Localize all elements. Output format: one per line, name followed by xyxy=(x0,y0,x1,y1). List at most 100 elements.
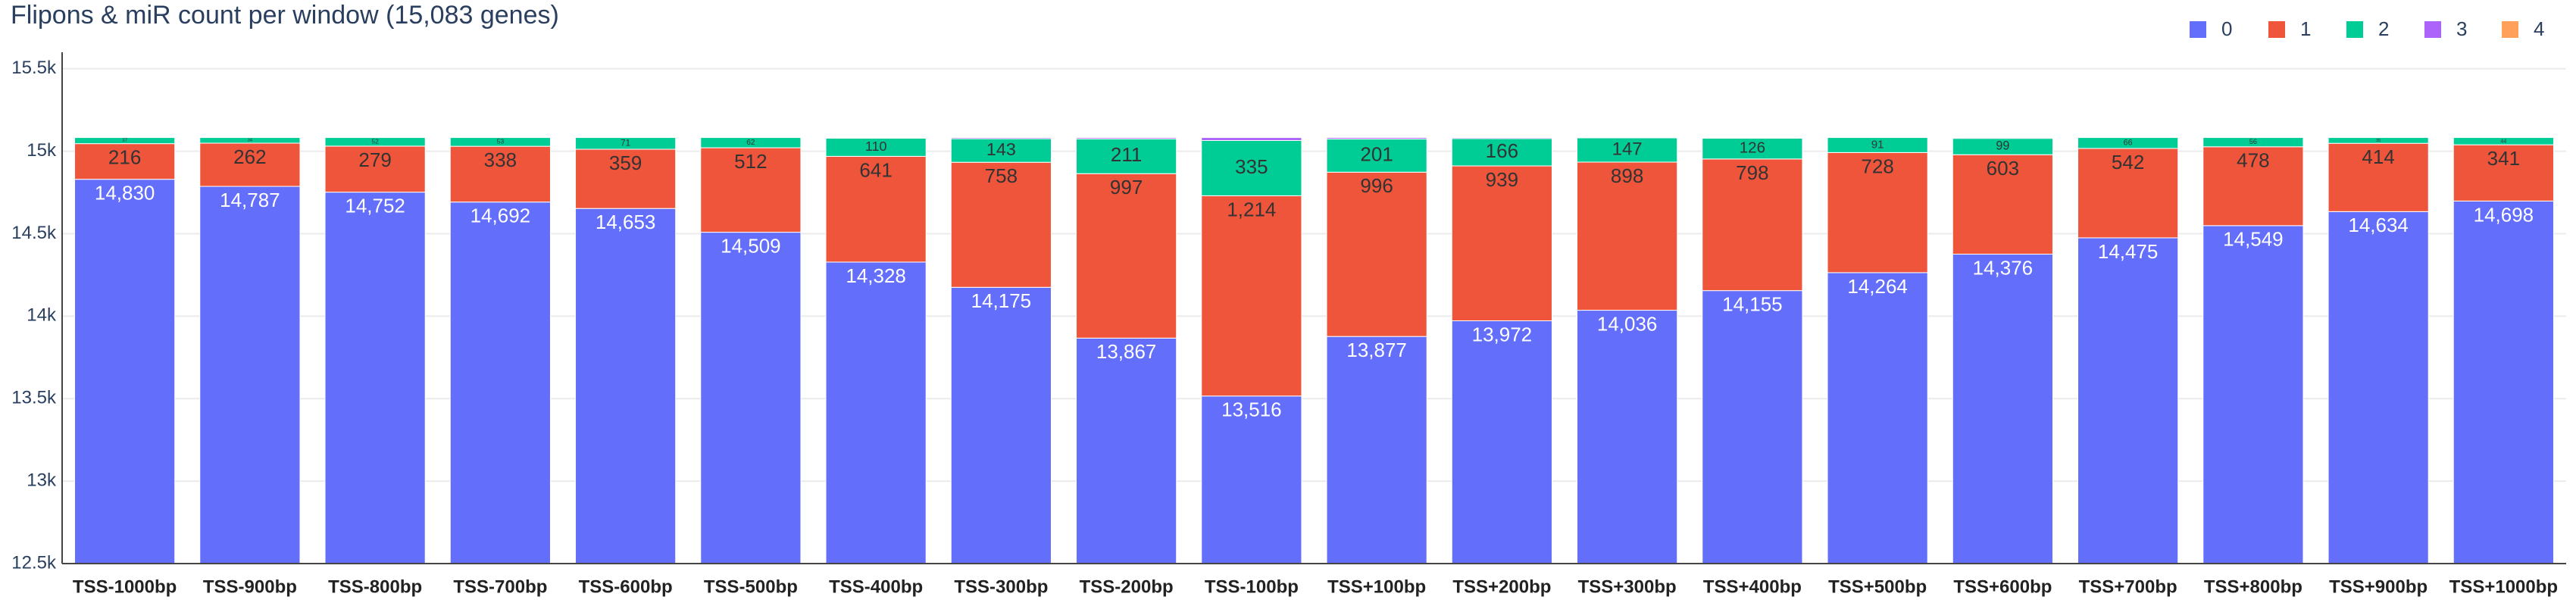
bar-segment xyxy=(1076,337,1177,564)
value-label: 14,475 xyxy=(2098,240,2159,263)
value-label: 110 xyxy=(865,139,887,154)
y-tick-label: 13.5k xyxy=(11,388,57,408)
bar-segment xyxy=(1326,171,1427,337)
value-label: 34 xyxy=(248,139,252,143)
bar-segment xyxy=(1827,272,1928,564)
x-tick-label: TSS-600bp xyxy=(579,576,673,597)
chart-title: Flipons & miR count per window (15,083 g… xyxy=(11,1,559,30)
bar-segment xyxy=(575,208,677,564)
value-label: 35 xyxy=(2376,139,2381,143)
bar-segment xyxy=(2077,137,2179,149)
bar-segment xyxy=(199,137,301,144)
bar-segment xyxy=(700,232,802,564)
legend-label: 0 xyxy=(2221,17,2232,40)
value-label: 14,155 xyxy=(1722,293,1783,316)
x-tick-label: TSS+300bp xyxy=(1578,576,1677,597)
value-label: 13,867 xyxy=(1096,340,1157,363)
bar-segment xyxy=(199,142,301,187)
bar-segment xyxy=(1326,137,1427,140)
value-label: 262 xyxy=(233,145,266,168)
bar-segment xyxy=(2453,200,2554,564)
bar-segment xyxy=(1451,137,1552,139)
bar-segment xyxy=(2453,137,2554,145)
value-label: 478 xyxy=(2237,149,2269,172)
bar-segment xyxy=(449,137,551,147)
value-label: 13,516 xyxy=(1221,398,1282,421)
value-label: 641 xyxy=(859,158,892,181)
bar-segment xyxy=(825,155,927,263)
value-label: 201 xyxy=(1360,142,1393,165)
x-tick-label: TSS+400bp xyxy=(1703,576,1802,597)
y-tick-label: 12.5k xyxy=(11,552,57,573)
bar-segment xyxy=(1702,290,1803,564)
value-label: 542 xyxy=(2112,151,2144,173)
bar-segment xyxy=(1702,158,1803,292)
value-label: 44 xyxy=(2500,138,2506,144)
x-tick-label: TSS-700bp xyxy=(453,576,547,597)
value-label: 14,175 xyxy=(971,289,1032,312)
bar-segment xyxy=(1952,137,2053,139)
value-label: 1,214 xyxy=(1227,198,1276,220)
bar-segment xyxy=(2202,137,2304,148)
bar-segment xyxy=(950,161,1052,288)
bar-segment xyxy=(1702,137,1803,139)
bar-segment xyxy=(575,137,677,150)
value-label: 14,376 xyxy=(1973,256,2034,279)
value-label: 996 xyxy=(1360,174,1393,197)
bar-segment xyxy=(2202,225,2304,564)
legend-swatch xyxy=(2424,21,2441,38)
legend-label: 3 xyxy=(2456,17,2467,40)
x-tick-label: TSS-100bp xyxy=(1205,576,1299,597)
legend-label: 4 xyxy=(2534,17,2544,40)
legend-swatch xyxy=(2346,21,2363,38)
bar-segment xyxy=(950,138,1052,163)
bar-segment xyxy=(324,192,426,564)
bar-segment xyxy=(1076,138,1177,174)
value-label: 512 xyxy=(734,150,767,173)
x-tick-label: TSS+800bp xyxy=(2204,576,2302,597)
bar-segment xyxy=(2327,142,2429,212)
value-label: 56 xyxy=(2249,138,2257,145)
value-label: 603 xyxy=(1987,157,2019,180)
bar-segment xyxy=(1201,139,1302,196)
value-label: 71 xyxy=(621,139,630,148)
value-label: 14,634 xyxy=(2348,214,2409,236)
value-label: 14,653 xyxy=(596,211,656,233)
bar-segment xyxy=(2327,137,2429,144)
value-label: 53 xyxy=(497,138,505,145)
value-label: 338 xyxy=(484,148,517,171)
bar-segment xyxy=(1577,310,1678,564)
bar-segment xyxy=(2327,211,2429,564)
bar-segment xyxy=(700,137,802,148)
bar-segment xyxy=(825,137,927,139)
bar-segment xyxy=(1577,137,1678,163)
value-label: 14,036 xyxy=(1597,312,1658,335)
x-tick-label: TSS+900bp xyxy=(2329,576,2428,597)
bar-segment xyxy=(1577,161,1678,311)
x-tick-label: TSS+1000bp xyxy=(2449,576,2558,597)
bar-segment xyxy=(950,137,1052,139)
value-label: 14,692 xyxy=(470,205,531,227)
x-tick-label: TSS-800bp xyxy=(328,576,422,597)
value-label: 359 xyxy=(609,152,642,174)
bar-segment xyxy=(1326,336,1427,564)
legend-swatch xyxy=(2502,21,2518,38)
value-label: 66 xyxy=(2124,139,2133,148)
bar-segment xyxy=(1201,395,1302,564)
y-tick-label: 15.5k xyxy=(11,58,57,78)
bar-segment xyxy=(2077,148,2179,239)
value-label: 997 xyxy=(1110,176,1143,198)
bar-segment xyxy=(74,137,176,145)
bar-segment xyxy=(1326,139,1427,173)
value-label: 14,264 xyxy=(1847,275,1908,298)
value-label: 91 xyxy=(1871,139,1884,151)
value-label: 341 xyxy=(2487,147,2520,170)
bar-segment xyxy=(700,147,802,233)
x-tick-label: TSS+200bp xyxy=(1452,576,1551,597)
x-tick-label: TSS-1000bp xyxy=(73,576,177,597)
value-label: 279 xyxy=(358,148,391,171)
value-label: 52 xyxy=(371,137,379,145)
bar-segment xyxy=(1076,137,1177,139)
x-tick-label: TSS+100bp xyxy=(1327,576,1426,597)
x-tick-label: TSS+600bp xyxy=(1953,576,2052,597)
